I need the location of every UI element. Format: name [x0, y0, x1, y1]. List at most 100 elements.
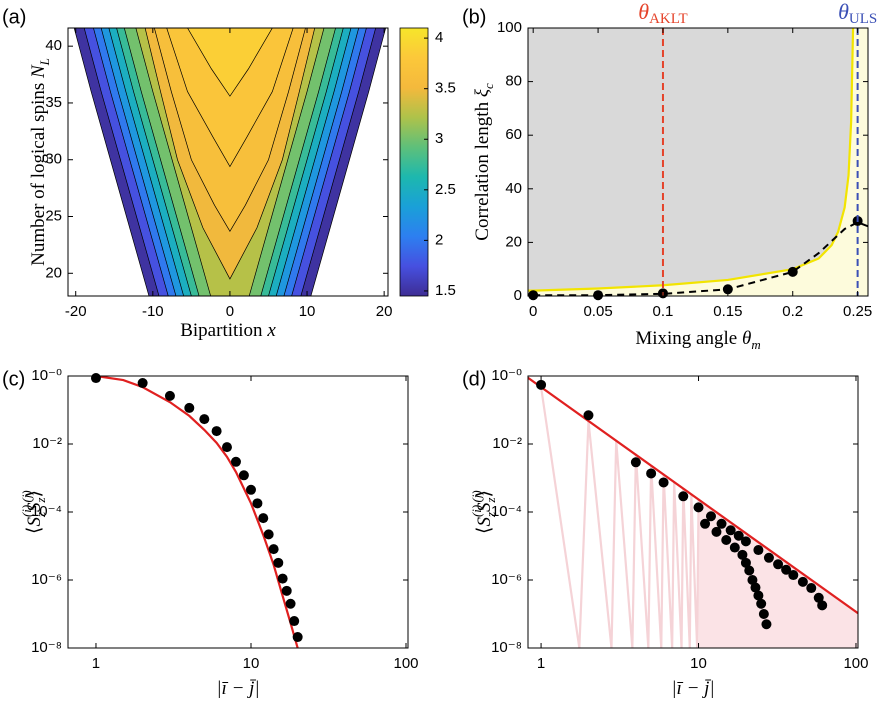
label-part: AKLT: [649, 11, 688, 27]
dashed-line: [533, 221, 868, 296]
area-fill: [528, 28, 868, 296]
marker: [787, 266, 798, 277]
x-tick-label: 0.05: [583, 303, 612, 320]
marker: [199, 414, 210, 425]
label-part: ⟩: [474, 490, 495, 497]
label-part: c: [481, 83, 496, 89]
y-axis-label: Number of logical spins NL: [28, 58, 52, 266]
reference-label: θULS: [838, 0, 877, 27]
marker: [137, 378, 148, 389]
marker: [583, 410, 594, 421]
label-part: |ī − j̄|: [216, 678, 259, 699]
marker: [716, 518, 727, 529]
marker: [744, 565, 755, 576]
plot-area: [528, 376, 858, 648]
label-part: θ: [638, 0, 649, 24]
colorbar-tick-label: 4: [435, 29, 443, 46]
x-axis-label: |ī − j̄|: [671, 678, 714, 699]
plot-area: [73, 28, 387, 296]
label-part: θ: [742, 328, 751, 349]
marker: [211, 426, 222, 437]
x-tick-label: -20: [65, 303, 87, 320]
axes-frame: [527, 27, 869, 297]
y-tick-label: 60: [505, 126, 522, 143]
x-tick-label: 1: [92, 655, 100, 672]
marker: [737, 549, 748, 560]
marker: [646, 468, 657, 479]
marker: [750, 582, 761, 593]
marker: [289, 616, 300, 627]
x-tick-label: 0.25: [843, 303, 872, 320]
label-part: (i): [19, 505, 34, 517]
label-part: ⟨: [474, 527, 495, 534]
marker: [263, 529, 274, 540]
marker: [184, 402, 195, 413]
colorbar-tick-label: 1.5: [435, 282, 456, 299]
marker: [806, 583, 817, 594]
x-tick-label: -10: [142, 303, 164, 320]
label-part: (j): [19, 490, 34, 502]
y-tick-label: 10⁻⁸: [31, 639, 62, 656]
panel-label: (d): [462, 368, 486, 390]
marker: [705, 511, 716, 522]
line: [95, 376, 299, 648]
label-part: ⟨: [24, 527, 45, 534]
plot-area: [528, 28, 868, 296]
marker: [763, 552, 774, 563]
marker: [722, 284, 733, 295]
panel-label: (b): [462, 6, 486, 28]
label-part: z: [33, 497, 48, 503]
colorbar-tick-label: 2: [435, 231, 443, 248]
contour-band: [187, 28, 273, 97]
marker: [238, 470, 249, 481]
marker: [230, 456, 241, 467]
marker: [781, 564, 792, 575]
line: [528, 376, 858, 615]
label-part: ⟩: [24, 490, 45, 497]
marker: [740, 536, 751, 547]
marker: [817, 600, 828, 611]
colorbar-tick-label: 3.5: [435, 80, 456, 97]
colorbar: [399, 27, 429, 297]
x-axis-label: Mixing angle θm: [635, 328, 760, 352]
marker: [788, 570, 799, 581]
y-tick-label: 30: [45, 151, 62, 168]
marker: [740, 557, 751, 568]
x-tick-label: 0.2: [782, 303, 803, 320]
marker: [773, 559, 784, 570]
x-axis-label: Bipartition x: [180, 320, 276, 341]
label-part: z: [483, 512, 498, 518]
label-part: z: [33, 512, 48, 518]
marker: [813, 592, 824, 603]
marker: [725, 525, 736, 536]
y-axis-label: ⟨S(i)zS(j)z⟩: [469, 490, 498, 534]
x-tick-label: 10: [690, 655, 707, 672]
x-tick-label: 0.1: [653, 303, 674, 320]
panel-label: (c): [2, 368, 25, 390]
marker: [273, 557, 284, 568]
x-tick-label: 0.15: [713, 303, 742, 320]
marker: [658, 477, 669, 488]
label-part: m: [751, 337, 760, 352]
label-part: |ī − j̄|: [671, 678, 714, 699]
marker: [536, 379, 547, 390]
marker: [711, 526, 722, 537]
y-tick-label: 100: [497, 19, 522, 36]
y-tick-label: 10⁻²: [492, 435, 522, 452]
contour-band: [166, 28, 294, 168]
y-tick-label: 10⁻⁴: [491, 503, 522, 520]
line: [528, 28, 855, 292]
marker: [281, 585, 292, 596]
panel: 1.5 2 2.5 3 3.5 4 -20 -10 0 10 20 20 25 30 35 40 (a) Bipa…: [2, 6, 456, 341]
label-part: Bipartition: [180, 320, 267, 341]
label-part: S: [24, 517, 45, 527]
y-tick-label: 10⁻⁶: [491, 571, 522, 588]
plot-area: [95, 376, 299, 648]
colorbar-tick-label: 3: [435, 130, 443, 147]
panel-label: (a): [2, 6, 26, 28]
marker: [252, 498, 263, 509]
y-tick-label: 20: [505, 233, 522, 250]
